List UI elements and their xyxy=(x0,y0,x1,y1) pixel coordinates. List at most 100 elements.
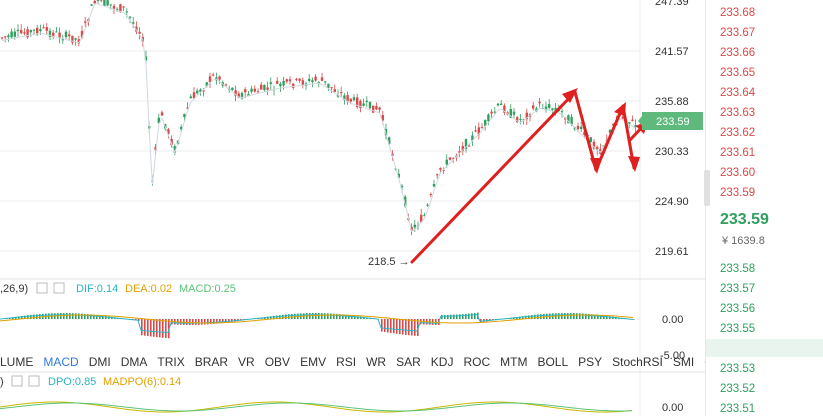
tab-stochrsi[interactable]: StochRSI xyxy=(612,355,663,369)
tab-vr[interactable]: VR xyxy=(238,355,255,369)
macd-bar xyxy=(138,319,140,321)
close-icon[interactable] xyxy=(28,375,40,387)
candle-body xyxy=(490,111,493,114)
sell-price-row[interactable]: 233.68 xyxy=(720,7,756,19)
candle-body xyxy=(362,103,365,106)
buy-price-row[interactable]: 233.55 xyxy=(720,323,756,335)
settings-icon[interactable] xyxy=(11,375,23,387)
candle-body xyxy=(503,105,506,113)
macd-bar xyxy=(204,319,206,325)
sell-price-row[interactable]: 233.64 xyxy=(720,87,756,99)
tab-dmi[interactable]: DMI xyxy=(88,355,111,369)
candle-body xyxy=(324,81,327,83)
candle-body xyxy=(592,141,596,149)
buy-price-row[interactable]: 233.52 xyxy=(720,383,756,395)
collapse-handle[interactable] xyxy=(704,170,710,206)
candle-body xyxy=(301,80,304,86)
tab-boll[interactable]: BOLL xyxy=(537,355,569,369)
tab-lume[interactable]: LUME xyxy=(0,355,34,369)
candle-body xyxy=(477,127,480,135)
candle-body xyxy=(400,185,404,188)
candle-body xyxy=(276,80,279,84)
candle-body xyxy=(474,130,477,132)
macd-bar xyxy=(384,319,386,333)
macd-bar xyxy=(84,313,86,319)
candle-body xyxy=(612,124,615,126)
candle-body xyxy=(42,27,45,29)
buy-price-row[interactable]: 233.51 xyxy=(720,403,756,415)
candle-body xyxy=(381,115,384,121)
macd-bar xyxy=(147,319,149,337)
candle-body xyxy=(260,84,263,90)
tab-sar[interactable]: SAR xyxy=(396,355,421,369)
candle-body xyxy=(519,118,522,120)
candle-body xyxy=(48,30,52,38)
candle-body xyxy=(80,30,84,38)
candle-body xyxy=(64,31,68,38)
indicator-tabs: LUME MACD DMI DMA TRIX BRAR VR OBV EMV RSI WR SAR KD… xyxy=(0,353,725,371)
candle-body xyxy=(436,174,439,176)
candle-body xyxy=(512,111,516,115)
candle-body xyxy=(170,138,173,146)
sell-price-row[interactable]: 233.66 xyxy=(720,47,756,59)
candle-body xyxy=(39,29,42,32)
macd-bar xyxy=(39,314,41,319)
buy-price-row[interactable]: 233.53 xyxy=(720,363,756,375)
tab-kdj[interactable]: KDJ xyxy=(430,355,454,369)
tab-roc[interactable]: ROC xyxy=(463,355,491,369)
candle-body xyxy=(420,214,423,223)
tab-mtm[interactable]: MTM xyxy=(500,355,528,369)
candle-body xyxy=(23,32,26,34)
price-tick: 219.61 xyxy=(655,246,689,258)
tab-smi[interactable]: SMI xyxy=(672,355,695,369)
tab-trix[interactable]: TRIX xyxy=(157,355,185,369)
candle-body xyxy=(576,125,580,130)
candle-body xyxy=(608,129,612,133)
settings-icon[interactable] xyxy=(36,282,48,294)
buy-price-row[interactable]: 233.56 xyxy=(720,303,756,315)
candle-body xyxy=(359,100,362,108)
candle-body xyxy=(4,36,7,38)
sell-price-row[interactable]: 233.67 xyxy=(720,27,756,39)
buy-price-row[interactable]: 233.57 xyxy=(720,283,756,295)
tab-brar[interactable]: BRAR xyxy=(194,355,229,369)
tab-emv[interactable]: EMV xyxy=(300,355,327,369)
candle-body xyxy=(330,87,333,89)
last-price: 233.59 xyxy=(720,211,769,228)
macd-bar xyxy=(597,314,599,319)
macd-bar xyxy=(405,319,407,335)
candle-body xyxy=(106,0,109,6)
svg-text:): ) xyxy=(0,376,4,388)
tab-psy[interactable]: PSY xyxy=(578,355,603,369)
sell-price-row[interactable]: 233.60 xyxy=(720,167,756,179)
tab-dma[interactable]: DMA xyxy=(120,355,148,369)
macd-bar xyxy=(75,313,77,319)
candle-body xyxy=(116,8,119,10)
candle-body xyxy=(45,27,48,31)
buy-price-row[interactable]: 233.58 xyxy=(720,263,756,275)
sell-price-row[interactable]: 233.62 xyxy=(720,127,756,139)
candle-body xyxy=(311,80,314,83)
macd-bar xyxy=(459,314,461,319)
tab-macd[interactable]: MACD xyxy=(43,355,79,369)
close-icon[interactable] xyxy=(53,282,65,294)
dpo-header: ) DPO:0.85 MADPO(6):0.14 xyxy=(0,375,181,388)
candle-body xyxy=(516,117,519,123)
tab-wr[interactable]: WR xyxy=(366,355,387,369)
candle-body xyxy=(68,34,71,37)
svg-text:DPO:0.85: DPO:0.85 xyxy=(48,376,96,388)
sell-price-row[interactable]: 233.59 xyxy=(720,187,756,199)
macd-bar xyxy=(579,313,581,319)
candle-body xyxy=(544,106,548,111)
sell-price-row[interactable]: 233.63 xyxy=(720,107,756,119)
sell-price-row[interactable]: 233.65 xyxy=(720,67,756,79)
candle-body xyxy=(263,84,266,91)
price-chart[interactable]: 218.5 → 247.39 241.57 235.88 230.33 224.… xyxy=(0,0,705,416)
candle-body xyxy=(13,31,16,37)
tab-rsi[interactable]: RSI xyxy=(336,355,357,369)
sell-price-row[interactable]: 233.61 xyxy=(720,147,756,159)
macd-bar xyxy=(36,314,38,319)
price-tick: 224.90 xyxy=(655,196,689,208)
tab-obv[interactable]: OBV xyxy=(264,355,291,369)
macd-bar xyxy=(576,313,578,319)
